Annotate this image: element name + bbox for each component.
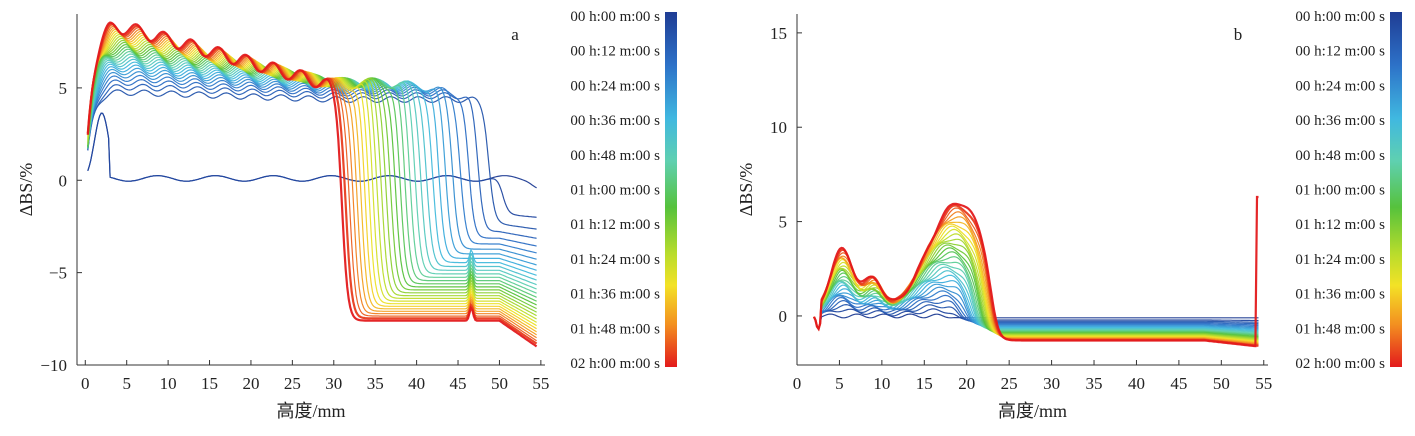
x-tick-label: 5 bbox=[835, 374, 844, 393]
y-tick-label: 10 bbox=[770, 118, 787, 137]
panel-b: 0 5 10 15 20 25 30 35 40 45 50 55 0 5 10 15 高度/mm ΔBS/% b 0… bbox=[736, 9, 1402, 421]
series-line bbox=[813, 294, 1259, 331]
colorbar-label: 00 h:00 m:00 s bbox=[570, 9, 660, 25]
x-tick-label: 15 bbox=[201, 374, 218, 393]
colorbar-label: 00 h:24 m:00 s bbox=[570, 78, 660, 94]
x-tick-label: 0 bbox=[81, 374, 90, 393]
series-line bbox=[812, 195, 1259, 348]
y-tick-label: −10 bbox=[40, 356, 67, 375]
colorbar-label: 01 h:48 m:00 s bbox=[1295, 321, 1385, 337]
series-line bbox=[813, 274, 1259, 332]
colorbar-label: 01 h:00 m:00 s bbox=[1295, 183, 1385, 199]
y-tick-label: 0 bbox=[59, 171, 68, 190]
series-line bbox=[87, 25, 537, 339]
series-line bbox=[87, 74, 537, 254]
colorbar-label: 00 h:36 m:00 s bbox=[570, 113, 660, 129]
series-line bbox=[813, 299, 1259, 331]
x-tick-label: 10 bbox=[160, 374, 177, 393]
x-tick-label: 10 bbox=[873, 374, 890, 393]
colorbar-label: 01 h:36 m:00 s bbox=[570, 287, 660, 303]
y-axis-label: ΔBS/% bbox=[736, 163, 756, 217]
series-line bbox=[813, 251, 1259, 337]
y-tick-label: 15 bbox=[770, 24, 787, 43]
series-line bbox=[813, 303, 1259, 331]
x-tick-label: 40 bbox=[1128, 374, 1145, 393]
x-tick-label: 15 bbox=[916, 374, 933, 393]
colorbar-label: 00 h:36 m:00 s bbox=[1295, 113, 1385, 129]
x-tick-label: 20 bbox=[242, 374, 259, 393]
colorbar-label: 00 h:24 m:00 s bbox=[1295, 78, 1385, 94]
x-tick-label: 45 bbox=[1170, 374, 1187, 393]
series-line bbox=[87, 89, 537, 230]
y-tick-label: −5 bbox=[49, 264, 67, 283]
y-tick-label: 5 bbox=[779, 213, 788, 232]
x-tick-label: 45 bbox=[450, 374, 467, 393]
y-tick-label: 0 bbox=[779, 307, 788, 326]
series-line bbox=[87, 28, 537, 333]
colorbar-label: 01 h:00 m:00 s bbox=[570, 183, 660, 199]
colorbar-label: 00 h:48 m:00 s bbox=[1295, 148, 1385, 164]
x-tick-label: 0 bbox=[793, 374, 802, 393]
x-tick-label: 50 bbox=[491, 374, 508, 393]
series-line bbox=[87, 83, 537, 239]
colorbar-label: 00 h:00 m:00 s bbox=[1295, 9, 1385, 25]
curves bbox=[86, 21, 538, 348]
colorbar bbox=[1390, 12, 1402, 367]
series-line bbox=[87, 30, 537, 330]
colorbar-label: 00 h:12 m:00 s bbox=[570, 44, 660, 60]
colorbar-label: 01 h:24 m:00 s bbox=[570, 252, 660, 268]
series-line bbox=[86, 22, 538, 345]
series-line bbox=[813, 280, 1259, 331]
y-tick-label: 5 bbox=[59, 79, 68, 98]
x-tick-label: 35 bbox=[1086, 374, 1103, 393]
colorbar-label: 01 h:12 m:00 s bbox=[1295, 217, 1385, 233]
panel-label: a bbox=[511, 25, 519, 44]
x-tick-label: 35 bbox=[367, 374, 384, 393]
x-tick-label: 40 bbox=[408, 374, 425, 393]
colorbar-label: 01 h:24 m:00 s bbox=[1295, 252, 1385, 268]
colorbar-label: 02 h:00 m:00 s bbox=[570, 356, 660, 372]
series-line bbox=[813, 261, 1259, 335]
colorbar-label: 01 h:48 m:00 s bbox=[570, 321, 660, 337]
series-line bbox=[813, 270, 1259, 332]
panel-a: 0 5 10 15 20 25 30 35 40 45 50 55 −10 −5 0 5 高度/mm ΔBS/% a… bbox=[16, 9, 677, 421]
x-axis-label: 高度/mm bbox=[998, 401, 1067, 421]
colorbar-label: 01 h:36 m:00 s bbox=[1295, 287, 1385, 303]
curves bbox=[812, 195, 1259, 348]
series-line bbox=[87, 64, 537, 271]
colorbar-label: 01 h:12 m:00 s bbox=[570, 217, 660, 233]
x-tick-label: 30 bbox=[1043, 374, 1060, 393]
colorbar-label: 00 h:48 m:00 s bbox=[570, 148, 660, 164]
series-line bbox=[86, 21, 538, 348]
x-axis-label: 高度/mm bbox=[276, 401, 345, 421]
colorbar-label: 02 h:00 m:00 s bbox=[1295, 356, 1385, 372]
x-tick-label: 20 bbox=[958, 374, 975, 393]
series-line bbox=[87, 112, 537, 218]
x-tick-label: 25 bbox=[284, 374, 301, 393]
panel-label: b bbox=[1234, 25, 1243, 44]
x-tick-label: 25 bbox=[1001, 374, 1018, 393]
y-axis-label: ΔBS/% bbox=[16, 163, 36, 217]
series-line bbox=[87, 32, 537, 327]
colorbar-label: 00 h:12 m:00 s bbox=[1295, 44, 1385, 60]
x-tick-label: 50 bbox=[1213, 374, 1230, 393]
x-tick-label: 5 bbox=[122, 374, 131, 393]
x-tick-label: 30 bbox=[325, 374, 342, 393]
x-tick-label: 55 bbox=[1255, 374, 1272, 393]
x-tick-label: 55 bbox=[532, 374, 549, 393]
colorbar bbox=[665, 12, 677, 367]
series-line bbox=[87, 27, 537, 336]
series-line bbox=[87, 78, 537, 247]
